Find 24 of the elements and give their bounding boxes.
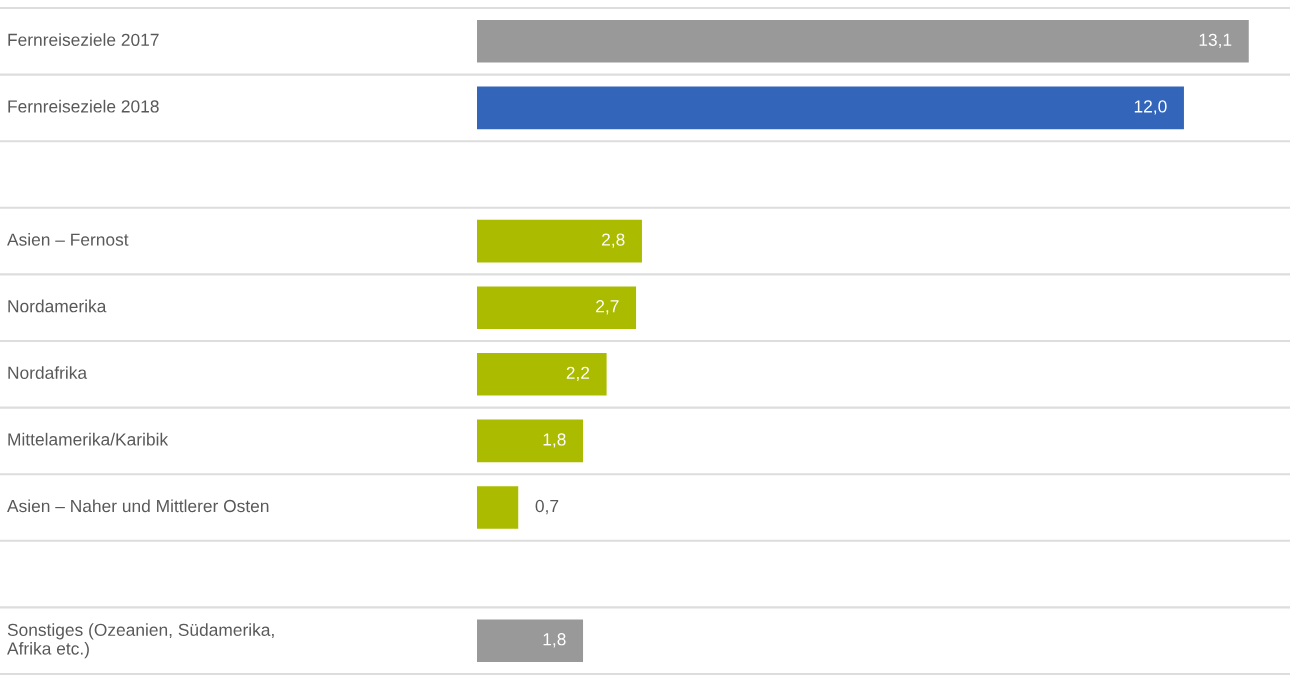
data-label: 2,8 [602, 233, 625, 248]
data-label: 2,2 [566, 366, 590, 382]
y-tick-label: Fernreiseziele 2018 [8, 99, 159, 113]
y-tick-label: Asien – Naher und Mittlerer Osten [7, 499, 269, 513]
bar [477, 419, 584, 463]
data-label: 1,8 [543, 433, 566, 448]
bar [477, 19, 1249, 63]
bar [477, 352, 607, 396]
data-label: 12,0 [1134, 100, 1167, 115]
y-tick-label: Fernreiseziele 2017 [8, 33, 159, 46]
bar [477, 619, 584, 663]
y-tick-label: Asien – Fernost [7, 233, 129, 246]
bar [477, 286, 637, 330]
data-label: 0,7 [535, 499, 559, 515]
y-tick-label: Nordafrika [8, 366, 88, 379]
bar [477, 219, 642, 263]
data-label: 1,8 [543, 633, 566, 648]
data-label: 2,7 [596, 300, 619, 315]
y-tick-label: Nordamerika [8, 299, 107, 313]
y-tick-label: Sonstiges (Ozeanien, Südamerika, Afrika etc.) [7, 623, 274, 659]
bar [477, 486, 519, 529]
data-label: 13,1 [1199, 33, 1232, 49]
y-tick-label: Mittelamerika/Karibik [8, 432, 169, 446]
bar [477, 86, 1184, 130]
